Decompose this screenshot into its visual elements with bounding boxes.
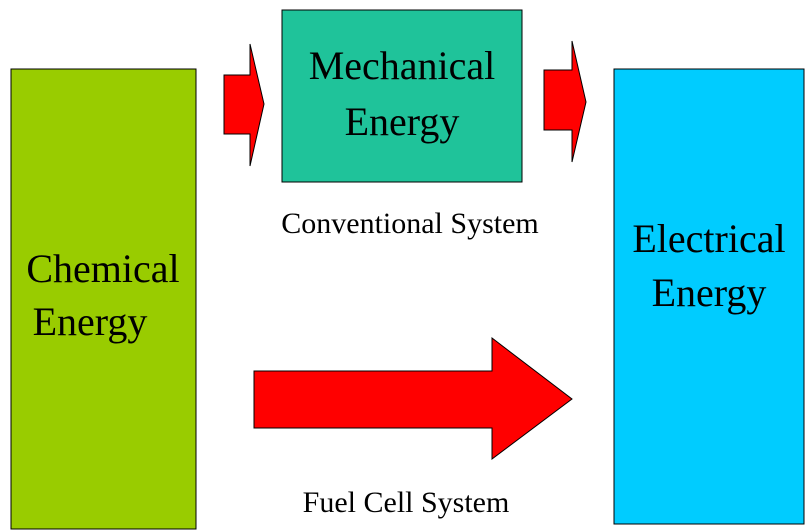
node-label: Energy xyxy=(345,99,460,144)
node-label: Electrical xyxy=(632,216,785,261)
arrow xyxy=(223,43,265,167)
node-label: Energy xyxy=(33,299,148,344)
path-label: Fuel Cell System xyxy=(303,486,510,519)
arrow xyxy=(253,336,573,460)
arrow xyxy=(543,40,587,163)
mechanical-box xyxy=(281,9,523,183)
node-label: Mechanical xyxy=(309,43,496,88)
electrical-box xyxy=(613,68,805,525)
path-label: Conventional System xyxy=(281,207,539,240)
node-label: Energy xyxy=(652,270,767,315)
chemical-box xyxy=(10,68,197,530)
node-label: Chemical xyxy=(26,246,179,291)
